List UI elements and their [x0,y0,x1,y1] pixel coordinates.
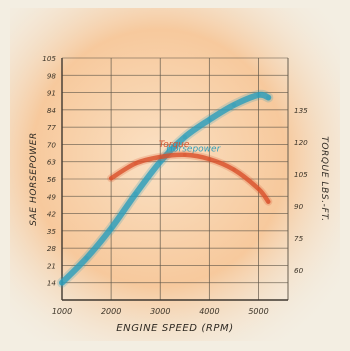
series-point [256,187,261,191]
series-point [232,167,236,172]
y-left-tick-label: 98 [47,71,57,80]
series-point [266,95,271,100]
series-horsepower: Horsepower [57,89,274,288]
y-left-axis-title: SAE HORSEPOWER [29,132,39,226]
labels: 1000 2000 3000 4000 5000 14 21 28 35 42 49 56 63 70 77… [29,54,329,334]
series-point [207,117,212,122]
y-left-tick-label: 84 [47,106,57,115]
series-line [59,91,272,286]
series-point [133,191,138,197]
y-left-tick-label: 28 [47,244,57,253]
series-point [256,92,261,98]
y-left-tick-label: 56 [47,175,57,184]
y-right-tick-label: 120 [294,138,308,147]
y-left-tick-label: 42 [47,210,57,219]
y-left-tick-label: 70 [47,140,57,149]
series-point [133,161,138,166]
x-tick-label: 5000 [248,307,268,316]
grid [61,57,289,301]
y-left-tick-label: 77 [47,123,57,132]
watercolor-wash [10,8,340,341]
y-left-tick-label: 14 [47,279,57,288]
series-point [231,102,237,108]
y-right-tick-label: 135 [294,106,308,115]
y-left-tick-label: 91 [47,89,56,98]
series-point [109,176,113,181]
y-left-tick-label: 49 [47,192,57,201]
series-point [158,159,163,164]
x-tick-label: 1000 [52,307,72,316]
y-right-tick-label: 105 [294,170,308,179]
y-right-tick-label: 60 [294,266,304,275]
series-point [108,226,114,231]
series-point [158,155,163,159]
y-right-tick-label: 75 [294,234,304,243]
series-point [84,255,89,261]
y-left-tick-label: 35 [47,227,57,236]
series-point [182,134,188,140]
y-left-tick-label: 21 [47,261,56,270]
series-line [108,152,271,204]
x-axis-title: ENGINE SPEED (RPM) [116,323,234,334]
y-right-axis-title: TORQUE LBS.-FT. [319,136,329,222]
x-tick-label: 4000 [199,307,219,316]
series-point [183,153,187,157]
y-left-tick-label: 105 [42,54,56,63]
series-point [266,199,271,204]
series-label: Horsepower [166,145,221,155]
y-right-tick-label: 90 [294,202,304,211]
x-tick-label: 2000 [101,307,121,316]
y-left-tick-label: 63 [47,158,57,167]
series-point [59,280,65,285]
series-label: Torque [159,140,190,150]
series-point [207,157,212,161]
series-torque: Torque [107,140,273,206]
x-tick-label: 3000 [150,307,170,316]
